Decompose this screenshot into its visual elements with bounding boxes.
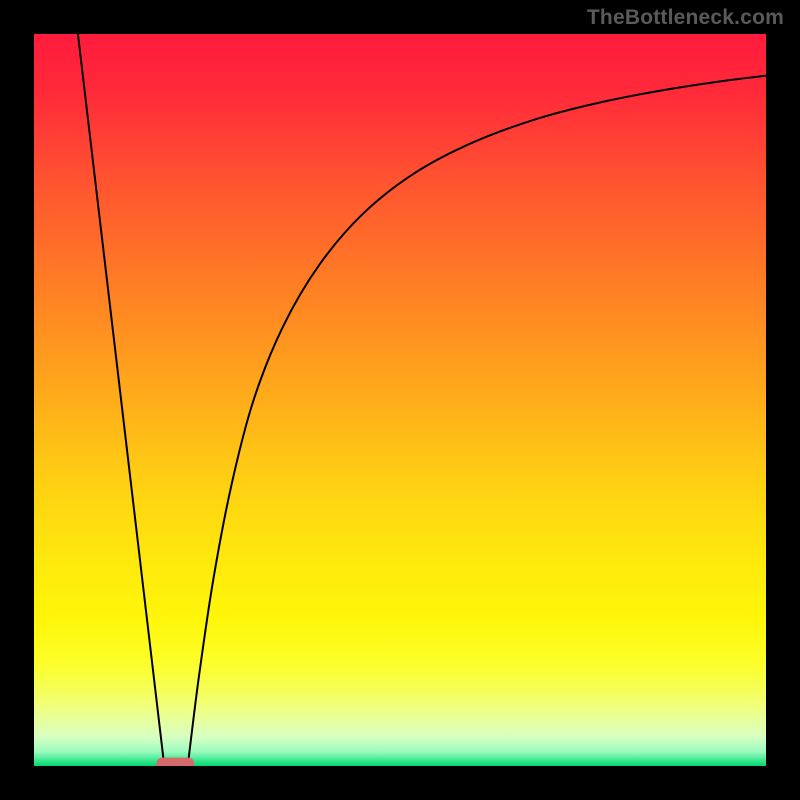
chart-canvas: TheBottleneck.com (0, 0, 800, 800)
watermark-label: TheBottleneck.com (587, 6, 784, 30)
bottleneck-chart-svg (0, 0, 800, 800)
plot-background-gradient (34, 34, 766, 766)
